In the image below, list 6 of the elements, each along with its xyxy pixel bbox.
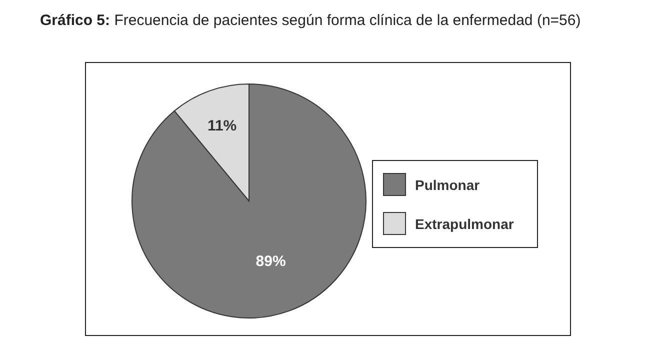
- chart-title: Gráfico 5: Frecuencia de pacientes según forma clínica de la enfermedad (n=56): [40, 12, 581, 29]
- legend-label: Pulmonar: [414, 176, 481, 194]
- pie-slice: [132, 84, 366, 318]
- legend-label: Extrapulmonar: [414, 214, 515, 234]
- data-label: 89%: [256, 253, 286, 270]
- data-label: 11%: [207, 118, 237, 135]
